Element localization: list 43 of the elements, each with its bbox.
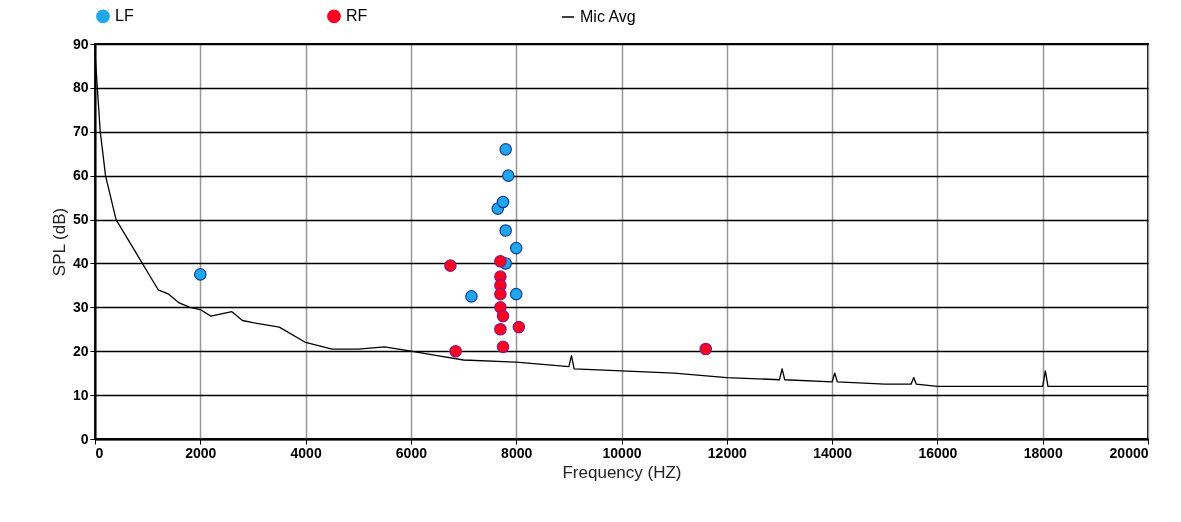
x-tick-label: 4000 (290, 444, 322, 461)
point (502, 169, 515, 182)
point (444, 259, 457, 272)
point (499, 224, 512, 237)
y-tick-label: 40 (72, 254, 89, 271)
x-tick-label: 10000 (602, 444, 642, 461)
point (494, 254, 507, 268)
y-tick-label: 90 (72, 35, 89, 52)
point (496, 309, 510, 323)
point (509, 241, 523, 255)
x-tick-label: 14000 (813, 444, 853, 461)
point (494, 322, 507, 336)
y-tick-label: 30 (72, 298, 89, 315)
y-tick-label: 50 (72, 211, 89, 228)
x-tick-label: 16000 (918, 444, 958, 461)
point (509, 287, 523, 301)
point (499, 143, 512, 156)
y-tick-label: 60 (72, 167, 89, 184)
point (465, 290, 478, 303)
x-tick-label: 12000 (707, 444, 747, 461)
point (512, 320, 526, 334)
legend-label: RF (346, 7, 368, 25)
x-tick-label: 0 (95, 444, 104, 461)
point (194, 268, 207, 281)
y-axis-title: SPL (dB) (49, 207, 69, 277)
point (699, 342, 713, 356)
x-axis-title: Frequency (HZ) (562, 462, 682, 482)
point (496, 195, 510, 209)
x-tick-label: 6000 (395, 444, 428, 461)
point (494, 287, 507, 301)
y-tick-label: 0 (80, 430, 89, 447)
y-tick-label: 70 (72, 123, 89, 140)
y-tick-label: 20 (72, 342, 89, 359)
x-tick-label: 8000 (501, 444, 533, 461)
legend-label: LF (115, 7, 134, 25)
legend-label: Mic Avg (580, 8, 636, 25)
y-tick-label: 10 (72, 386, 89, 403)
x-tick-label: 2000 (185, 444, 217, 461)
point (496, 340, 510, 354)
y-tick-label: 80 (72, 79, 89, 96)
point (449, 344, 462, 358)
x-tick-label: 20000 (1109, 444, 1149, 461)
x-tick-label: 18000 (1023, 444, 1063, 461)
